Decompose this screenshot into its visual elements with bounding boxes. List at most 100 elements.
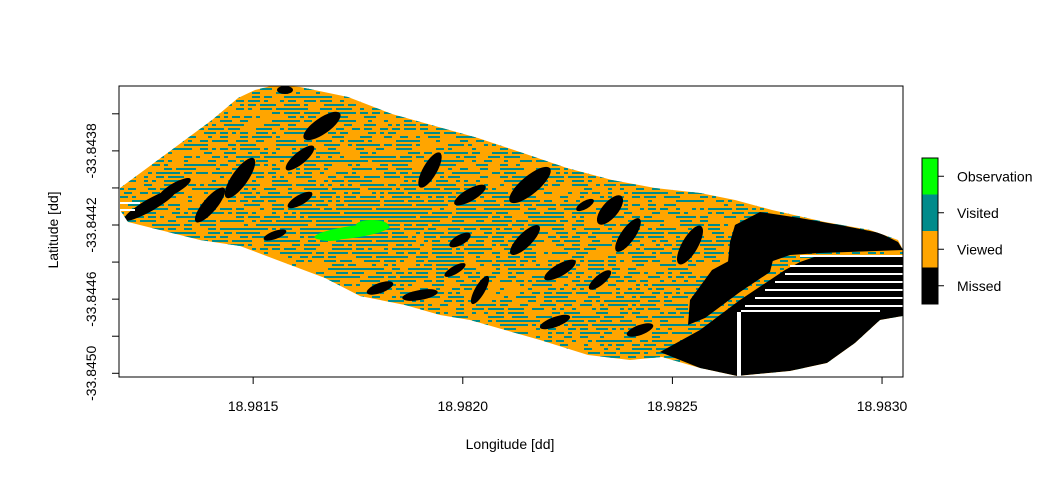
visited-cell bbox=[732, 132, 736, 134]
visited-cell bbox=[632, 196, 636, 198]
visited-cell bbox=[548, 288, 552, 290]
visited-cell bbox=[500, 236, 504, 238]
visited-cell bbox=[188, 260, 196, 262]
visited-cell bbox=[836, 128, 844, 130]
visited-cell bbox=[228, 220, 236, 222]
visited-cell bbox=[416, 172, 424, 174]
visited-cell bbox=[852, 252, 860, 254]
visited-cell bbox=[172, 292, 180, 294]
visited-cell bbox=[864, 156, 868, 158]
visited-cell bbox=[632, 184, 636, 186]
visited-cell bbox=[464, 88, 468, 90]
visited-cell bbox=[904, 88, 912, 90]
visited-cell bbox=[492, 236, 496, 238]
visited-cell bbox=[276, 192, 280, 194]
visited-cell bbox=[840, 184, 844, 186]
visited-cell bbox=[780, 268, 784, 270]
visited-cell bbox=[556, 232, 564, 234]
visited-cell bbox=[244, 156, 252, 158]
visited-cell bbox=[404, 292, 412, 294]
visited-cell bbox=[224, 112, 228, 114]
visited-cell bbox=[368, 248, 372, 250]
visited-cell bbox=[856, 216, 864, 218]
visited-cell bbox=[828, 104, 832, 106]
visited-cell bbox=[844, 224, 848, 226]
visited-cell bbox=[732, 124, 736, 126]
visited-cell bbox=[360, 240, 364, 242]
visited-cell bbox=[676, 296, 684, 298]
visited-cell bbox=[436, 108, 444, 110]
visited-cell bbox=[356, 208, 364, 210]
visited-cell bbox=[320, 108, 324, 110]
visited-cell bbox=[588, 104, 592, 106]
visited-cell bbox=[184, 280, 188, 282]
visited-cell bbox=[568, 128, 576, 130]
visited-cell bbox=[380, 188, 388, 190]
visited-cell bbox=[804, 112, 808, 114]
visited-cell bbox=[440, 268, 448, 270]
visited-cell bbox=[840, 96, 848, 98]
visited-cell bbox=[176, 116, 184, 118]
visited-cell bbox=[288, 140, 296, 142]
visited-cell bbox=[608, 232, 612, 234]
visited-cell bbox=[184, 312, 192, 314]
visited-cell bbox=[848, 104, 856, 106]
visited-cell bbox=[332, 224, 336, 226]
visited-cell bbox=[612, 232, 616, 234]
visited-cell bbox=[292, 104, 296, 106]
visited-cell bbox=[764, 168, 772, 170]
visited-cell bbox=[600, 304, 604, 306]
visited-cell bbox=[672, 168, 680, 170]
visited-cell bbox=[760, 140, 768, 142]
visited-cell bbox=[120, 116, 128, 118]
visited-cell bbox=[224, 104, 232, 106]
visited-cell bbox=[336, 144, 340, 146]
visited-cell bbox=[548, 204, 556, 206]
visited-cell bbox=[168, 284, 176, 286]
visited-cell bbox=[484, 248, 492, 250]
visited-cell bbox=[340, 140, 344, 142]
visited-cell bbox=[444, 320, 452, 322]
visited-cell bbox=[460, 104, 464, 106]
visited-cell bbox=[740, 172, 748, 174]
visited-cell bbox=[780, 204, 788, 206]
visited-cell bbox=[468, 104, 476, 106]
visited-cell bbox=[400, 172, 408, 174]
visited-cell bbox=[264, 96, 272, 98]
visited-cell bbox=[364, 100, 372, 102]
visited-cell bbox=[212, 108, 220, 110]
visited-cell bbox=[752, 112, 756, 114]
visited-cell bbox=[772, 128, 780, 130]
visited-cell bbox=[576, 272, 580, 274]
visited-cell bbox=[304, 248, 308, 250]
visited-cell bbox=[832, 152, 836, 154]
visited-cell bbox=[500, 116, 504, 118]
visited-cell bbox=[456, 192, 464, 194]
visited-cell bbox=[456, 124, 464, 126]
visited-cell bbox=[820, 136, 828, 138]
visited-cell bbox=[604, 244, 608, 246]
visited-cell bbox=[336, 196, 340, 198]
visited-cell bbox=[888, 124, 892, 126]
visited-cell bbox=[320, 192, 328, 194]
visited-cell bbox=[188, 140, 192, 142]
visited-cell bbox=[732, 148, 736, 150]
visited-cell bbox=[584, 292, 588, 294]
visited-cell bbox=[292, 112, 300, 114]
visited-cell bbox=[544, 252, 548, 254]
visited-cell bbox=[728, 160, 732, 162]
visited-cell bbox=[344, 96, 352, 98]
visited-cell bbox=[424, 108, 428, 110]
visited-cell bbox=[284, 108, 292, 110]
visited-cell bbox=[284, 112, 292, 114]
visited-cell bbox=[496, 104, 504, 106]
visited-cell bbox=[408, 240, 416, 242]
visited-cell bbox=[652, 128, 660, 130]
visited-cell bbox=[296, 312, 300, 314]
visited-cell bbox=[208, 256, 212, 258]
visited-cell bbox=[452, 256, 456, 258]
visited-cell bbox=[216, 232, 220, 234]
visited-cell bbox=[900, 144, 903, 146]
visited-cell bbox=[144, 292, 152, 294]
visited-cell bbox=[120, 156, 124, 158]
